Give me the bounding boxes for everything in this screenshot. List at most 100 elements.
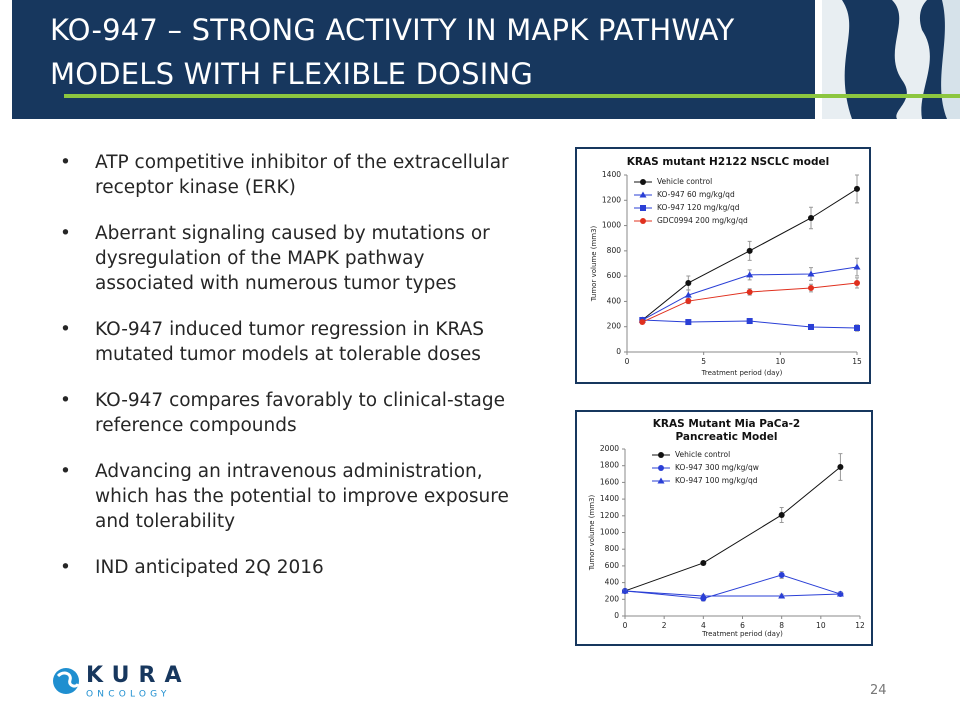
legend-label: Vehicle control xyxy=(657,177,712,186)
y-tick-label: 400 xyxy=(607,296,622,305)
y-axis-label: Tumor volume (mm3) xyxy=(588,494,596,571)
y-tick-label: 1200 xyxy=(600,511,619,520)
legend-marker xyxy=(640,205,646,211)
header-tile xyxy=(822,0,960,119)
legend-label: Vehicle control xyxy=(675,450,730,459)
x-tick-label: 0 xyxy=(625,357,630,366)
x-axis-label: Treatment period (day) xyxy=(701,630,783,638)
x-tick-label: 12 xyxy=(855,621,865,630)
x-tick-label: 10 xyxy=(776,357,786,366)
legend-marker xyxy=(657,477,665,484)
chart: 0 200 400 600 800 1000 1200 1400 0 5 10 15 Treatment… xyxy=(590,170,862,377)
y-tick-label: 200 xyxy=(605,594,620,603)
chart-box: KRAS Mutant Mia PaCa-2 Pancreatic Model … xyxy=(575,410,873,646)
logo-subtext: ONCOLOGY xyxy=(86,690,171,700)
data-point xyxy=(854,279,860,286)
data-point xyxy=(778,592,786,599)
data-point xyxy=(808,285,814,292)
y-tick-label: 0 xyxy=(614,611,619,620)
bullet: ATP competitive inhibitor of the extrace… xyxy=(60,150,509,200)
y-tick-label: 1800 xyxy=(600,461,619,470)
y-tick-label: 1400 xyxy=(600,494,619,503)
data-point xyxy=(837,463,844,470)
x-tick-label: 4 xyxy=(701,621,706,630)
title-rule xyxy=(64,94,960,98)
tile-pattern xyxy=(822,0,960,119)
chart-title: KRAS Mutant Mia PaCa-2 Pancreatic Model xyxy=(652,418,801,443)
y-tick-label: 800 xyxy=(605,544,620,553)
y-tick-label: 1600 xyxy=(600,477,619,486)
legend-label: KO-947 300 mg/kg/qw xyxy=(675,463,759,472)
chart: 0 200 400 600 800 1000 1200 1400 1600 1800 2000 0 2 4… xyxy=(588,444,865,638)
x-tick-label: 0 xyxy=(623,621,628,630)
data-point xyxy=(778,572,785,579)
y-tick-label: 600 xyxy=(607,271,622,280)
data-point xyxy=(836,590,844,597)
data-point xyxy=(685,319,692,326)
data-point xyxy=(807,270,815,277)
data-point xyxy=(700,559,707,566)
legend-marker xyxy=(639,191,647,198)
y-tick-label: 0 xyxy=(616,347,621,356)
chart-box: KRAS mutant H2122 NSCLC model 0 200 400 600… xyxy=(575,147,871,384)
y-tick-label: 2000 xyxy=(600,444,619,453)
legend-label: GDC0994 200 mg/kg/qd xyxy=(657,216,748,225)
logo-graphic: KURA ONCOLOGY xyxy=(53,663,190,700)
legend-label: KO-947 100 mg/kg/qd xyxy=(675,476,758,485)
legend-marker xyxy=(658,465,664,471)
series-line xyxy=(624,574,841,599)
legend-marker xyxy=(658,452,664,458)
series-line xyxy=(624,590,841,597)
x-tick-label: 8 xyxy=(779,621,784,630)
y-tick-label: 400 xyxy=(605,578,620,587)
data-point xyxy=(746,271,754,278)
data-point xyxy=(684,291,692,298)
data-point xyxy=(853,263,861,270)
data-point xyxy=(699,592,707,599)
bullet-list: ATP competitive inhibitor of the extrace… xyxy=(60,150,510,601)
data-point xyxy=(808,323,814,330)
y-tick-label: 800 xyxy=(607,246,622,255)
chart-title: KRAS mutant H2122 NSCLC model xyxy=(626,156,830,168)
data-point xyxy=(854,185,860,192)
data-point xyxy=(778,511,785,518)
data-point xyxy=(808,214,814,221)
header-bar xyxy=(12,0,815,119)
legend-label: KO-947 60 mg/kg/qd xyxy=(657,190,735,199)
data-point xyxy=(621,587,629,594)
legend-marker xyxy=(640,218,646,224)
x-tick-label: 15 xyxy=(852,357,862,366)
x-tick-label: 10 xyxy=(816,621,826,630)
logo-text: KURA xyxy=(86,663,190,688)
y-tick-label: 1400 xyxy=(602,170,621,179)
data-point xyxy=(854,324,860,331)
legend-marker xyxy=(640,179,646,185)
y-tick-label: 1000 xyxy=(600,528,619,537)
y-axis-label: Tumor volume (mm3) xyxy=(590,225,598,302)
x-axis-label: Treatment period (day) xyxy=(701,369,783,377)
bullet: IND anticipated 2Q 2016 xyxy=(60,555,509,580)
bullet: KO-947 compares favorably to clinical-st… xyxy=(60,388,509,438)
bullet: Aberrant signaling caused by mutations o… xyxy=(60,221,509,296)
x-tick-label: 5 xyxy=(701,357,706,366)
legend-label: KO-947 120 mg/kg/qd xyxy=(657,203,740,212)
bullet: KO-947 induced tumor regression in KRAS … xyxy=(60,317,509,367)
data-point xyxy=(746,288,753,295)
data-point xyxy=(746,318,753,325)
data-point xyxy=(746,247,753,254)
y-tick-label: 200 xyxy=(607,322,622,331)
data-point xyxy=(685,298,692,305)
bullet: Advancing an intravenous administration,… xyxy=(60,459,509,534)
series-line xyxy=(624,466,841,592)
y-tick-label: 600 xyxy=(605,561,620,570)
logo: KURA ONCOLOGY xyxy=(50,660,190,706)
data-point xyxy=(639,319,646,326)
x-tick-label: 2 xyxy=(662,621,667,630)
page-number: 24 xyxy=(870,683,887,698)
y-tick-label: 1000 xyxy=(602,221,621,230)
x-tick-label: 6 xyxy=(740,621,745,630)
y-tick-label: 1200 xyxy=(602,195,621,204)
data-point xyxy=(685,279,692,286)
slide-title: KO-947 – STRONG ACTIVITY IN MAPK PATHWAY… xyxy=(50,13,735,91)
